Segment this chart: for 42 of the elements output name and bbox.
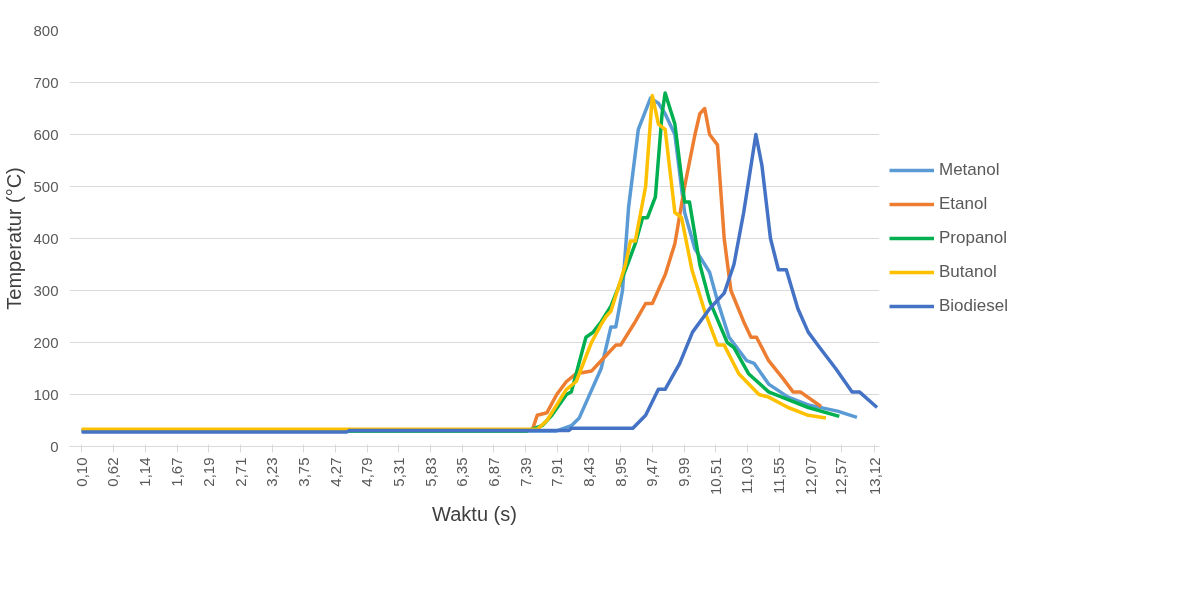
x-tick-label: 12,57 <box>832 457 850 496</box>
x-tick-label: 12,07 <box>801 457 819 496</box>
y-tick-label: 800 <box>33 21 59 39</box>
x-tick-label: 11,03 <box>738 457 756 494</box>
x-tick-label: 4,27 <box>326 457 344 487</box>
y-tick-label: 600 <box>33 125 59 143</box>
x-tick-label: 7,39 <box>516 457 534 487</box>
x-tick-label: 0,10 <box>72 457 90 487</box>
x-tick-label: 13,12 <box>865 457 883 496</box>
x-tick-label: 3,23 <box>263 457 281 487</box>
legend-label: Etanol <box>939 194 988 214</box>
y-tick-label: 100 <box>33 385 59 403</box>
x-tick-label: 0,62 <box>104 457 122 487</box>
x-tick-label: 6,87 <box>484 457 502 487</box>
x-tick-label: 3,75 <box>294 457 312 487</box>
x-tick-label: 4,79 <box>358 457 376 487</box>
y-tick-label: 700 <box>33 73 59 91</box>
y-tick-label: 0 <box>50 437 59 455</box>
x-tick-label: 9,47 <box>643 457 661 487</box>
x-tick-label: 9,99 <box>675 457 692 487</box>
x-tick-label: 2,71 <box>231 457 249 487</box>
x-tick-label: 8,43 <box>580 457 597 487</box>
y-axis-title: Temperatur (°C) <box>3 167 26 310</box>
x-tick-label: 1,67 <box>168 457 186 487</box>
y-tick-label: 500 <box>33 177 59 195</box>
x-tick-label: 6,35 <box>453 457 471 487</box>
x-tick-label: 5,31 <box>389 457 407 487</box>
x-tick-label: 7,91 <box>548 457 566 487</box>
y-tick-label: 300 <box>33 281 59 299</box>
x-tick-label: 1,14 <box>136 457 154 487</box>
x-tick-label: 2,19 <box>199 457 217 487</box>
x-tick-label: 11,55 <box>770 457 788 494</box>
legend-label: Metanol <box>939 160 1000 180</box>
y-tick-label: 200 <box>33 333 59 351</box>
legend-label: Biodiesel <box>939 296 1008 316</box>
legend-label: Propanol <box>939 228 1008 248</box>
y-tick-label: 400 <box>33 229 59 247</box>
x-axis-title: Waktu (s) <box>432 503 517 526</box>
legend-label: Butanol <box>939 262 997 282</box>
x-tick-label: 8,95 <box>611 457 629 487</box>
x-tick-label: 5,83 <box>421 457 439 487</box>
x-tick-label: 10,51 <box>706 457 724 496</box>
